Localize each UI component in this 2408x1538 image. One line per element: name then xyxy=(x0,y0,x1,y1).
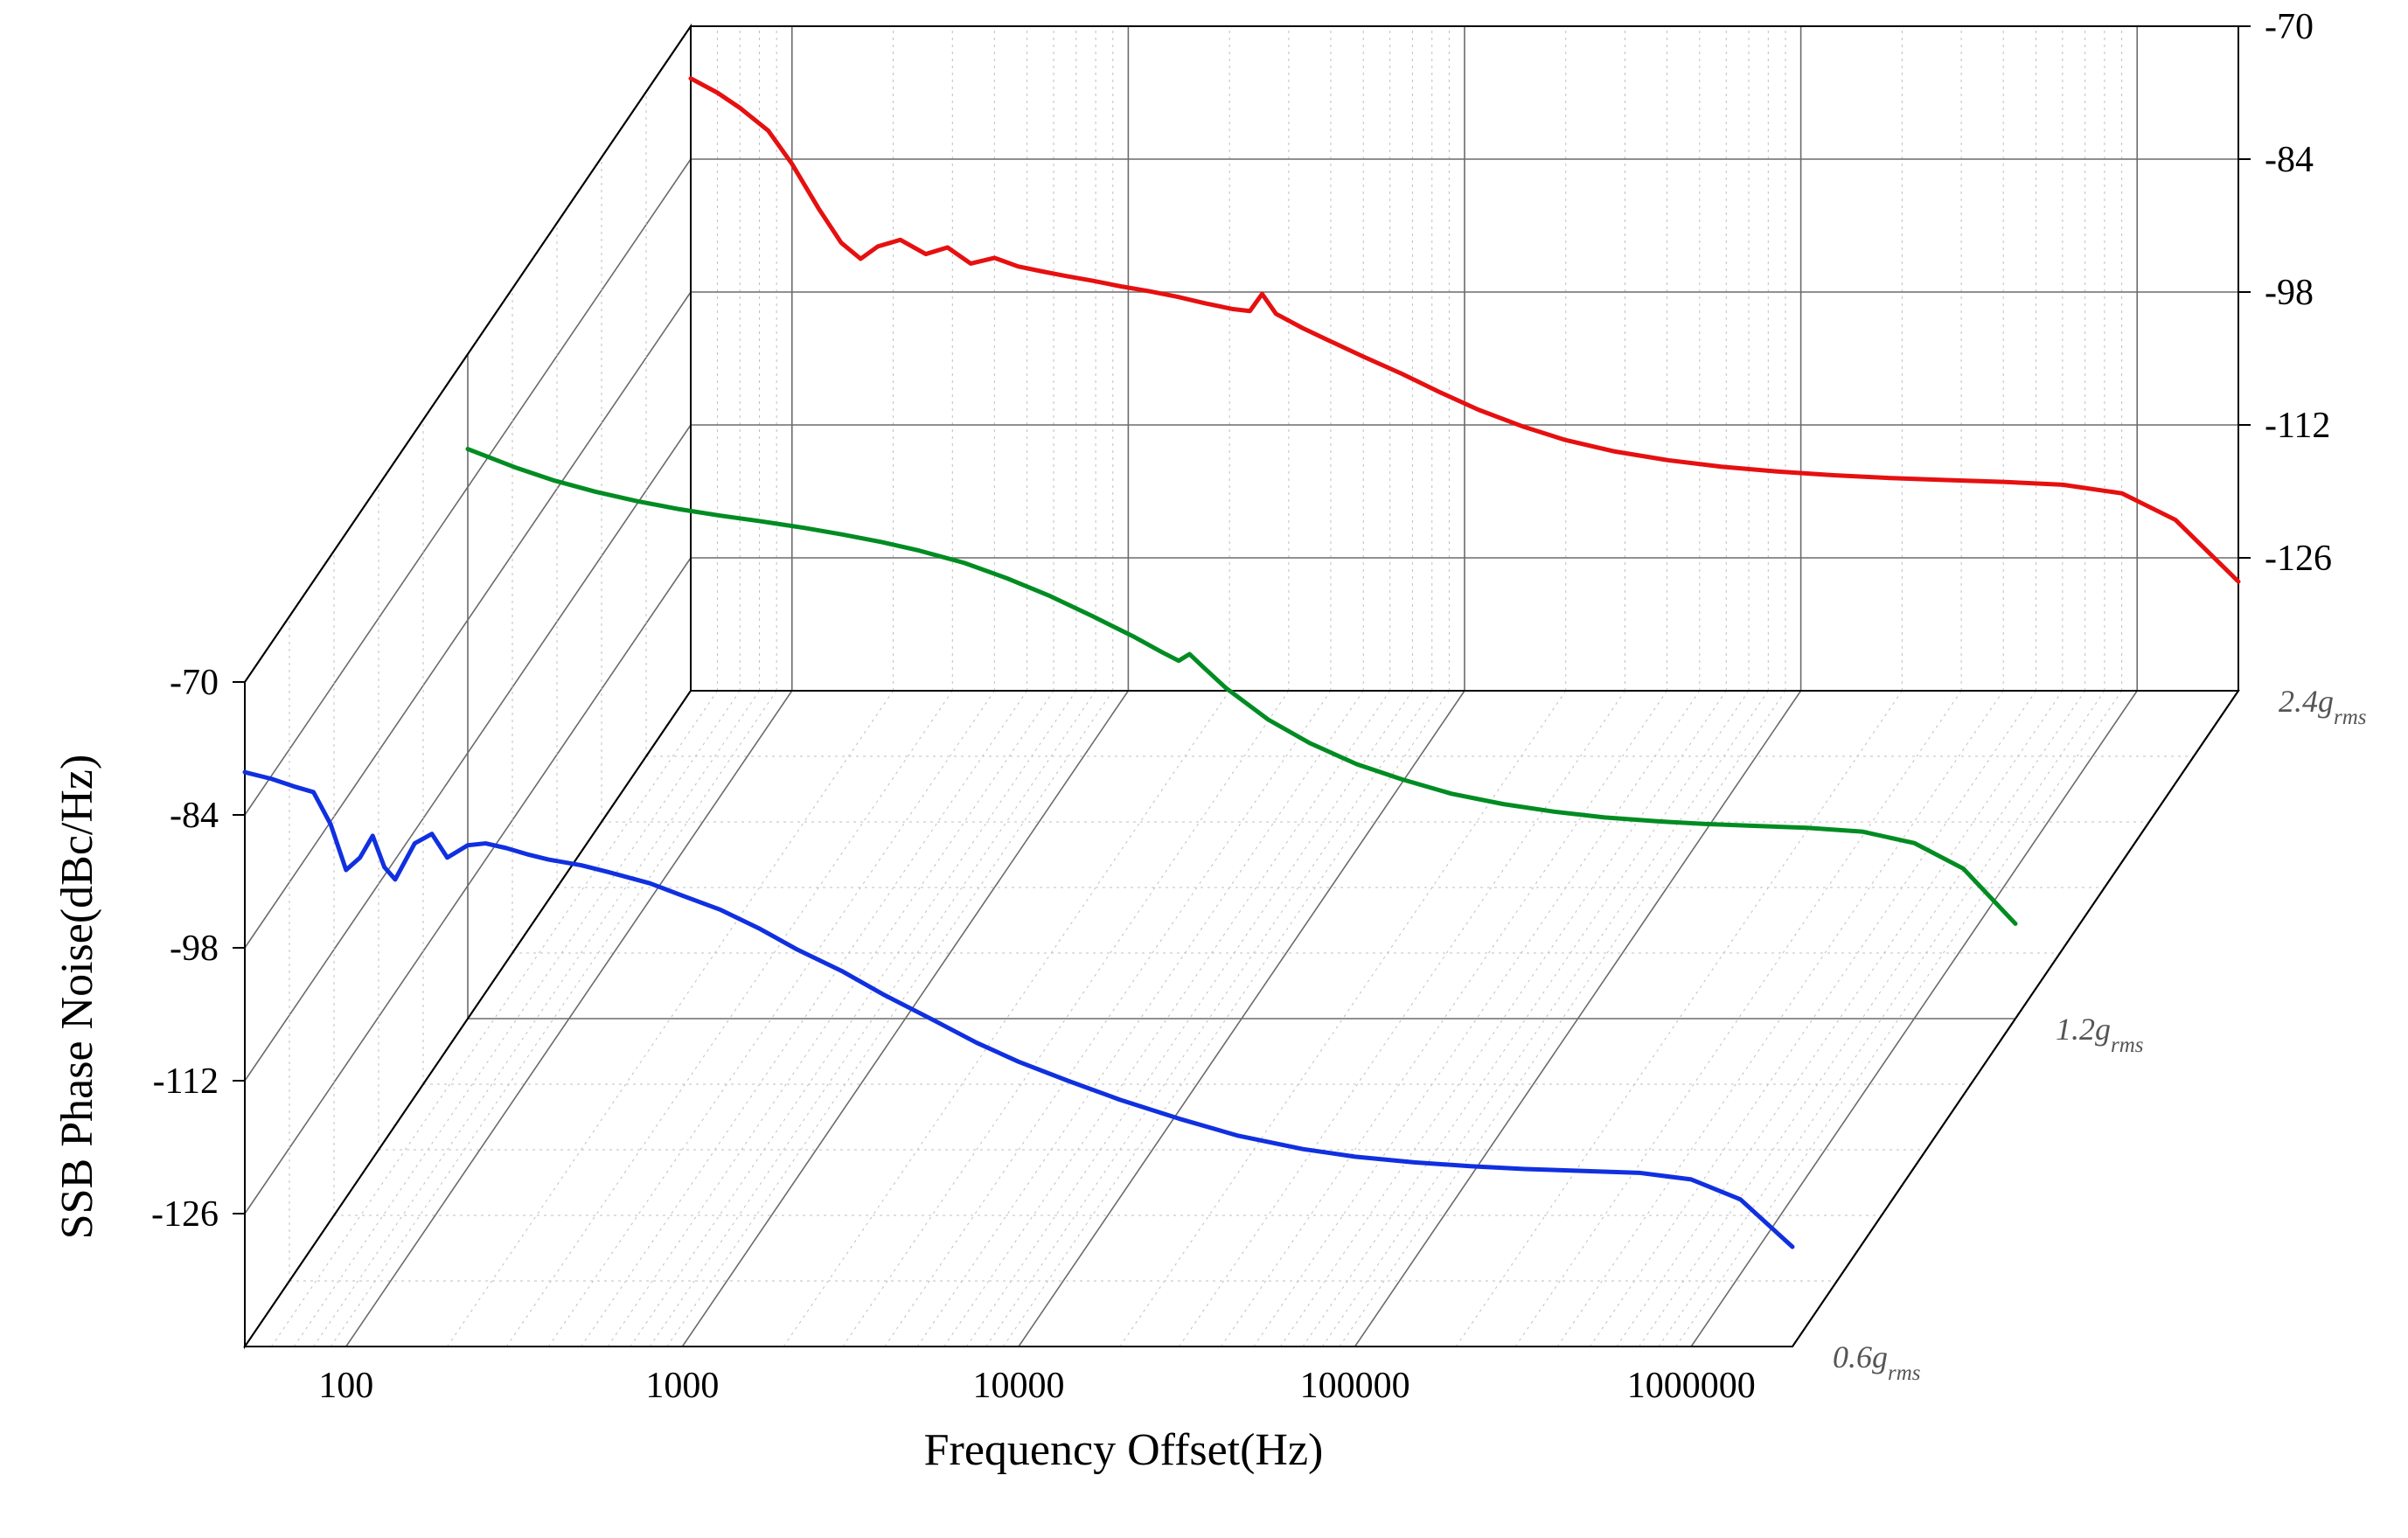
grid-layer xyxy=(245,26,2238,1347)
y-tick-label-left: -70 xyxy=(170,663,219,703)
x-axis-title: Frequency Offset(Hz) xyxy=(924,1425,1324,1475)
y-tick-label-left: -98 xyxy=(170,929,219,969)
depth-label: 2.4grms xyxy=(2279,684,2367,729)
y-axis-title: SSB Phase Noise(dBc/Hz) xyxy=(52,755,102,1240)
tick-label-layer: 100 1000 10000 100000 1000000 -70 -84 -98 -112 -1… xyxy=(151,7,2367,1406)
phase-noise-3d-chart: 100 1000 10000 100000 1000000 -70 -84 -98 -112 -1… xyxy=(0,0,2408,1538)
y-tick-label-left: -126 xyxy=(151,1194,219,1235)
frame-layer xyxy=(233,26,2251,1347)
y-tick-label-right: -126 xyxy=(2265,539,2332,579)
y-tick-label-right: -98 xyxy=(2265,273,2314,313)
y-tick-label-right: -84 xyxy=(2265,140,2314,180)
series-0.6grms xyxy=(245,772,1792,1247)
depth-label: 1.2grms xyxy=(2056,1012,2144,1057)
series-1.2grms xyxy=(468,449,2015,924)
y-tick-label-right: -112 xyxy=(2265,406,2330,446)
series-layer xyxy=(245,79,2238,1247)
x-tick-label: 100000 xyxy=(1300,1366,1410,1406)
depth-label: 0.6grms xyxy=(1833,1340,1921,1385)
y-tick-label-right: -70 xyxy=(2265,7,2314,47)
x-tick-label: 100 xyxy=(318,1366,373,1406)
y-tick-label-left: -112 xyxy=(153,1061,219,1102)
y-tick-label-left: -84 xyxy=(170,796,219,836)
x-tick-label: 1000 xyxy=(645,1366,719,1406)
x-tick-label: 10000 xyxy=(973,1366,1065,1406)
chart-container: 100 1000 10000 100000 1000000 -70 -84 -98 -112 -1… xyxy=(0,0,2408,1538)
x-tick-label: 1000000 xyxy=(1627,1366,1756,1406)
